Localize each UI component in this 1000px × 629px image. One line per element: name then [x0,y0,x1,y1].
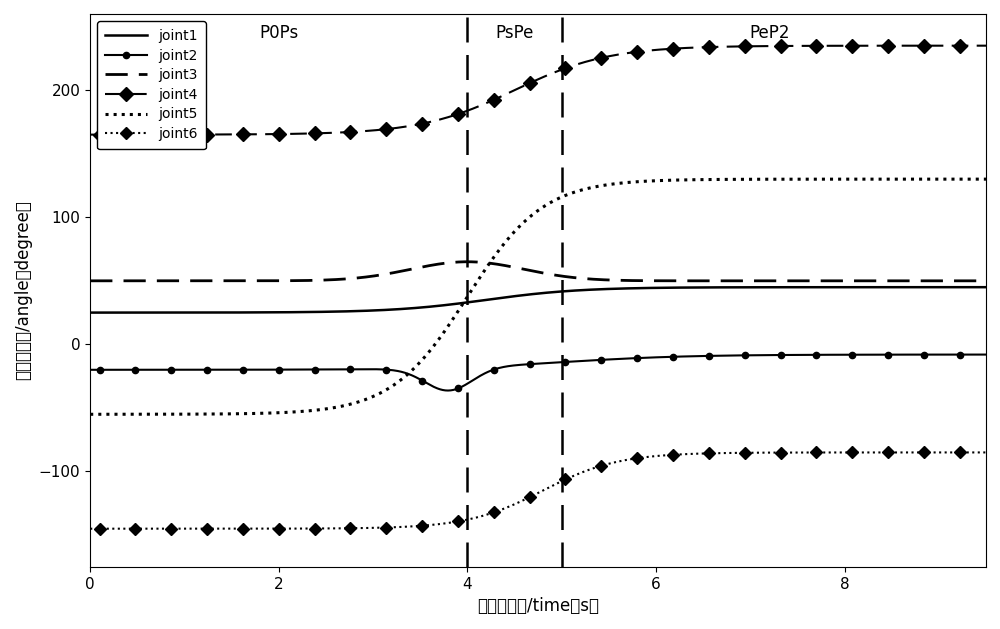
Line: joint2: joint2 [90,355,986,391]
joint3 [176,277,188,284]
joint6 [479,511,491,519]
joint5 [84,411,96,418]
joint5 [699,175,711,183]
Y-axis label: 角度（度）/angle（degree）: 角度（度）/angle（degree） [14,201,32,381]
joint5 [479,266,491,274]
Text: PsPe: PsPe [495,24,534,42]
joint6 [699,450,711,457]
joint2 [800,351,812,359]
joint4 [980,42,992,50]
joint5 [783,175,795,183]
joint1 [176,309,188,316]
Line: joint5: joint5 [90,179,986,415]
joint1 [479,296,491,304]
X-axis label: 时间（秒）/time（s）: 时间（秒）/time（s） [477,597,599,615]
joint1 [799,284,811,291]
Text: P0Ps: P0Ps [259,24,298,42]
joint2 [84,366,96,374]
joint4 [176,131,188,138]
joint2 [480,369,492,377]
joint2 [447,386,459,394]
joint2 [176,366,188,374]
joint3 [942,277,954,284]
joint5 [176,410,188,418]
joint1 [84,309,96,316]
joint6 [176,525,188,533]
joint2 [980,351,992,359]
joint6 [446,518,458,526]
joint3 [800,277,812,284]
joint6 [980,448,992,456]
joint1 [446,301,458,308]
joint2 [700,352,712,360]
joint5 [799,175,811,183]
Line: joint4: joint4 [90,46,986,135]
joint3 [784,277,796,284]
joint4 [783,42,795,50]
Legend: joint1, joint2, joint3, joint4, joint5, joint6: joint1, joint2, joint3, joint4, joint5, … [97,21,206,149]
joint6 [799,448,811,456]
joint3 [980,277,992,284]
joint4 [699,43,711,51]
joint3 [700,277,712,284]
joint4 [84,131,96,138]
joint4 [479,100,491,108]
joint3 [84,277,96,284]
joint3 [446,259,458,266]
joint3 [480,259,492,267]
joint5 [446,316,458,323]
joint4 [799,42,811,50]
joint4 [446,112,458,120]
Text: PeP2: PeP2 [749,24,789,42]
joint2 [784,351,796,359]
joint6 [84,525,96,533]
joint6 [783,448,795,456]
joint1 [980,284,992,291]
joint5 [980,175,992,183]
Line: joint6: joint6 [90,452,986,529]
joint3 [462,258,474,265]
Line: joint1: joint1 [90,287,986,313]
joint1 [783,284,795,291]
Line: joint3: joint3 [90,262,986,281]
joint1 [699,284,711,291]
joint2 [442,387,454,394]
